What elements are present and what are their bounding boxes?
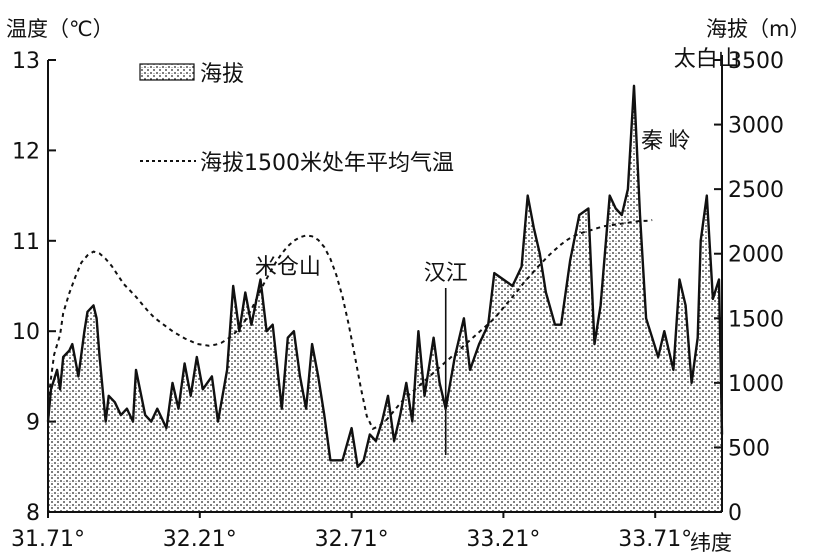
left-tick-label: 11	[12, 230, 40, 255]
elevation-area	[48, 85, 722, 513]
x-axis-title: 纬度	[690, 531, 732, 555]
left-tick-label: 10	[12, 320, 40, 345]
x-tick-label: 32.71°	[315, 527, 389, 552]
left-tick-label: 8	[26, 501, 40, 526]
left-axis-title: 温度（℃）	[6, 17, 114, 41]
x-tick-label: 31.71°	[11, 527, 85, 552]
annotation-label: 米仓山	[255, 255, 321, 280]
x-tick-label: 33.21°	[466, 527, 540, 552]
legend-swatch-elevation	[139, 63, 195, 81]
annotation-label: 汉江	[424, 261, 468, 286]
right-tick-label: 1500	[728, 307, 784, 332]
right-tick-label: 3000	[728, 114, 784, 139]
x-tick-label: 32.21°	[163, 527, 237, 552]
annotation-label: 岭	[668, 129, 690, 154]
left-tick-label: 9	[26, 411, 40, 436]
right-tick-label: 500	[728, 436, 770, 461]
annotation-label: 太白山	[674, 47, 740, 72]
temperature-line	[47, 219, 653, 431]
right-axis-title: 海拔（m）	[706, 17, 810, 41]
x-tick-label: 33.71°	[618, 527, 692, 552]
right-tick-label: 3500	[728, 49, 784, 74]
right-tick-label: 2000	[728, 243, 784, 268]
right-tick-label: 1000	[728, 372, 784, 397]
right-tick-label: 0	[728, 501, 742, 526]
legend-label-temperature: 海拔1500米处年平均气温	[200, 151, 454, 176]
left-tick-label: 12	[12, 139, 40, 164]
left-tick-label: 13	[12, 49, 40, 74]
annotation-label: 秦	[641, 129, 663, 154]
legend-label-elevation: 海拔	[200, 62, 244, 87]
right-tick-label: 2500	[728, 178, 784, 203]
elevation-line	[46, 84, 724, 468]
